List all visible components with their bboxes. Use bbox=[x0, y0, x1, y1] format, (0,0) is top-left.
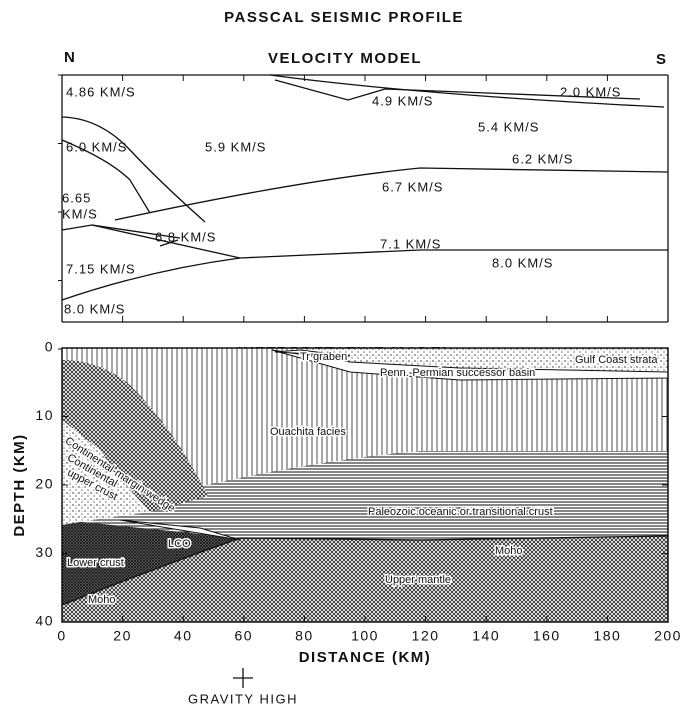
layer-label: Ouachita facies bbox=[270, 426, 346, 438]
y-tick-label: 10 bbox=[35, 407, 54, 423]
y-tick-label: 20 bbox=[35, 476, 54, 492]
velocity-label: 5.4 KM/S bbox=[478, 119, 539, 134]
velocity-label: 2.0 KM/S bbox=[560, 84, 621, 99]
velocity-label: 6.0 KM/S bbox=[66, 139, 127, 154]
velocity-label: 6.65 bbox=[62, 190, 91, 205]
page: {"title":"PASSCAL SEISMIC PROFILE", "vel… bbox=[0, 0, 688, 710]
layer-label: Tr graben bbox=[300, 351, 347, 363]
velocity-label: 7.1 KM/S bbox=[380, 236, 441, 251]
gravity-label: GRAVITY HIGH bbox=[188, 691, 298, 706]
x-tick-label: 140 bbox=[472, 628, 500, 644]
velocity-label: KM/S bbox=[62, 206, 98, 221]
figure-title: PASSCAL SEISMIC PROFILE bbox=[224, 9, 464, 26]
velocity-label: 5.9 KM/S bbox=[205, 139, 266, 154]
velocity-label: 6.2 KM/S bbox=[512, 151, 573, 166]
velocity-label: 4.9 KM/S bbox=[372, 93, 433, 108]
layer-label: Paleozoic oceanic or transitional crust bbox=[368, 506, 553, 518]
y-tick-label: 30 bbox=[35, 544, 54, 560]
velocity-label: 8.0 KM/S bbox=[492, 255, 553, 270]
x-tick-label: 200 bbox=[654, 628, 682, 644]
layer-label: Gulf Coast strata bbox=[575, 354, 658, 366]
x-tick-label: 180 bbox=[593, 628, 621, 644]
velocity-label: 8.0 KM/S bbox=[64, 301, 125, 316]
x-tick-label: 80 bbox=[295, 628, 314, 644]
y-tick-label: 40 bbox=[35, 613, 54, 629]
x-axis-label: DISTANCE (KM) bbox=[299, 649, 432, 666]
velocity-label: 6.8 KM/S bbox=[155, 229, 216, 244]
velocity-label: 4.86 KM/S bbox=[66, 84, 136, 99]
panel-title: VELOCITY MODEL bbox=[268, 50, 422, 67]
north-label: N bbox=[64, 49, 76, 66]
layer-label: LCO bbox=[168, 538, 191, 550]
x-tick-label: 100 bbox=[351, 628, 379, 644]
layer-label: Penn.-Permian successor basin bbox=[380, 367, 535, 379]
y-tick-label: 0 bbox=[45, 339, 54, 355]
velocity-label: 7.15 KM/S bbox=[66, 261, 136, 276]
y-axis-label: DEPTH (KM) bbox=[11, 433, 28, 536]
x-tick-label: 0 bbox=[57, 628, 66, 644]
layer-label: Lower crust bbox=[67, 557, 124, 569]
x-tick-label: 40 bbox=[174, 628, 193, 644]
boundary bbox=[62, 250, 668, 300]
interpretative-panel bbox=[62, 348, 668, 622]
gravity-marker bbox=[233, 668, 253, 688]
x-tick-label: 60 bbox=[235, 628, 254, 644]
figure: PASSCAL SEISMIC PROFILE VELOCITY MODEL N… bbox=[0, 0, 688, 710]
layer-label: Moho bbox=[88, 594, 116, 606]
layer-label: Upper mantle bbox=[385, 574, 451, 586]
layer-label: Moho bbox=[495, 545, 523, 557]
x-tick-label: 20 bbox=[113, 628, 132, 644]
south-label: S bbox=[656, 51, 668, 68]
velocity-label: 6.7 KM/S bbox=[382, 179, 443, 194]
x-tick-label: 120 bbox=[412, 628, 440, 644]
velocity-panel bbox=[62, 75, 668, 322]
x-tick-label: 160 bbox=[533, 628, 561, 644]
